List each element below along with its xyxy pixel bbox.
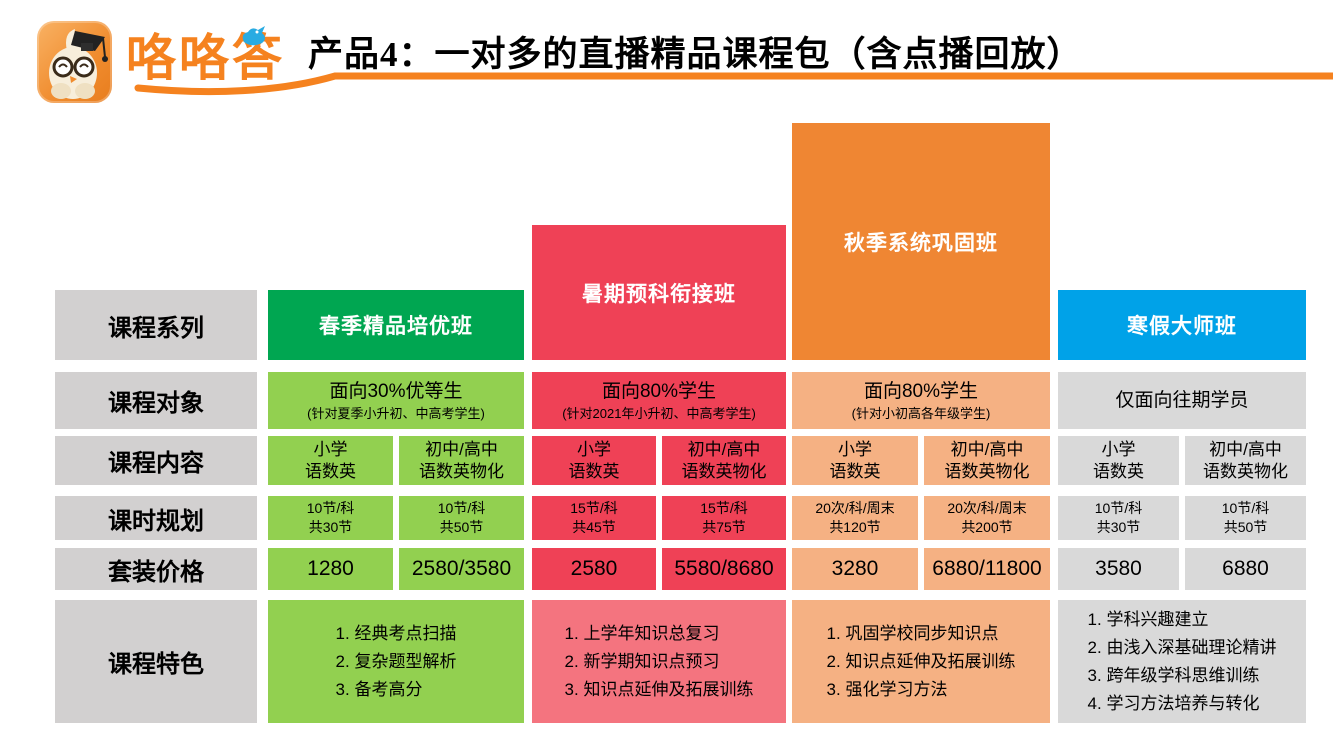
features-cell-summer: 1. 上学年知识总复习 2. 新学期知识点预习 3. 知识点延伸及拓展训练 (532, 600, 786, 723)
price-cell-primary: 2580 (532, 548, 656, 590)
content-cell-primary: 小学 语数英 (1058, 436, 1179, 485)
schedule-cells-spring: 10节/科 共30节 10节/科 共50节 (268, 496, 524, 540)
price-cell-secondary: 6880 (1185, 548, 1306, 590)
row-label-features: 课程特色 (55, 600, 257, 723)
content-cell-secondary: 初中/高中 语数英物化 (399, 436, 524, 485)
content-cells-autumn: 小学 语数英 初中/高中 语数英物化 (792, 436, 1050, 485)
schedule-cell-secondary: 20次/科/周末 共200节 (924, 496, 1050, 540)
price-cell-secondary: 5580/8680 (662, 548, 786, 590)
price-cells-spring: 1280 2580/3580 (268, 548, 524, 590)
content-cells-summer: 小学 语数英 初中/高中 语数英物化 (532, 436, 786, 485)
schedule-cells-winter: 10节/科 共30节 10节/科 共50节 (1058, 496, 1306, 540)
content-cell-primary: 小学 语数英 (268, 436, 393, 485)
price-cells-winter: 3580 6880 (1058, 548, 1306, 590)
feature-item: 3. 跨年级学科思维训练 (1087, 665, 1260, 685)
content-cell-primary: 小学 语数英 (532, 436, 656, 485)
feature-item: 2. 新学期知识点预习 (564, 651, 720, 671)
features-cell-spring: 1. 经典考点扫描 2. 复杂题型解析 3. 备考高分 (268, 600, 524, 723)
feature-item: 1. 学科兴趣建立 (1087, 609, 1209, 629)
feature-item: 1. 巩固学校同步知识点 (826, 623, 999, 643)
content-cells-spring: 小学 语数英 初中/高中 语数英物化 (268, 436, 524, 485)
schedule-cell-primary: 15节/科 共45节 (532, 496, 656, 540)
target-cell-spring: 面向30%优等生 (针对夏季小升初、中高考学生) (268, 372, 524, 429)
series-header-autumn: 秋季系统巩固班 (792, 123, 1050, 360)
content-cell-secondary: 初中/高中 语数英物化 (1185, 436, 1306, 485)
content-cell-secondary: 初中/高中 语数英物化 (662, 436, 786, 485)
price-cell-secondary: 6880/11800 (924, 548, 1050, 590)
price-cells-autumn: 3280 6880/11800 (792, 548, 1050, 590)
target-cell-winter: 仅面向往期学员 (1058, 372, 1306, 429)
feature-item: 1. 经典考点扫描 (335, 623, 457, 643)
row-label-target: 课程对象 (55, 372, 257, 429)
schedule-cell-secondary: 10节/科 共50节 (1185, 496, 1306, 540)
price-cell-primary: 3580 (1058, 548, 1179, 590)
row-label-price: 套装价格 (55, 548, 257, 590)
schedule-cell-secondary: 15节/科 共75节 (662, 496, 786, 540)
price-cell-primary: 1280 (268, 548, 393, 590)
owl-mascot-icon (49, 29, 108, 99)
feature-item: 2. 知识点延伸及拓展训练 (826, 651, 1016, 671)
row-label-content: 课程内容 (55, 436, 257, 485)
features-cell-winter: 1. 学科兴趣建立 2. 由浅入深基础理论精讲 3. 跨年级学科思维训练 4. … (1058, 600, 1306, 723)
series-header-summer: 暑期预科衔接班 (532, 225, 786, 360)
feature-item: 3. 强化学习方法 (826, 679, 948, 699)
price-cell-primary: 3280 (792, 548, 918, 590)
target-cell-autumn: 面向80%学生 (针对小初高各年级学生) (792, 372, 1050, 429)
page-title: 产品4：一对多的直播精品课程包（含点播回放） (308, 35, 1083, 74)
schedule-cell-secondary: 10节/科 共50节 (399, 496, 524, 540)
features-cell-autumn: 1. 巩固学校同步知识点 2. 知识点延伸及拓展训练 3. 强化学习方法 (792, 600, 1050, 723)
feature-item: 3. 知识点延伸及拓展训练 (564, 679, 754, 699)
schedule-cell-primary: 10节/科 共30节 (268, 496, 393, 540)
schedule-cell-primary: 20次/科/周末 共120节 (792, 496, 918, 540)
schedule-cell-primary: 10节/科 共30节 (1058, 496, 1179, 540)
feature-item: 2. 复杂题型解析 (335, 651, 457, 671)
content-cells-winter: 小学 语数英 初中/高中 语数英物化 (1058, 436, 1306, 485)
feature-item: 1. 上学年知识总复习 (564, 623, 720, 643)
content-cell-secondary: 初中/高中 语数英物化 (924, 436, 1050, 485)
content-cell-primary: 小学 语数英 (792, 436, 918, 485)
schedule-cells-autumn: 20次/科/周末 共120节 20次/科/周末 共200节 (792, 496, 1050, 540)
bird-icon (242, 26, 265, 46)
feature-item: 4. 学习方法培养与转化 (1087, 693, 1260, 713)
series-header-spring: 春季精品培优班 (268, 290, 524, 360)
price-cell-secondary: 2580/3580 (399, 548, 524, 590)
schedule-cells-summer: 15节/科 共45节 15节/科 共75节 (532, 496, 786, 540)
row-label-series: 课程系列 (55, 290, 257, 360)
feature-item: 2. 由浅入深基础理论精讲 (1087, 637, 1277, 657)
feature-item: 3. 备考高分 (335, 679, 423, 699)
price-cells-summer: 2580 5580/8680 (532, 548, 786, 590)
series-header-winter: 寒假大师班 (1058, 290, 1306, 360)
brand-app-icon (37, 21, 112, 103)
row-label-schedule: 课时规划 (55, 496, 257, 540)
target-cell-summer: 面向80%学生 (针对2021年小升初、中高考学生) (532, 372, 786, 429)
